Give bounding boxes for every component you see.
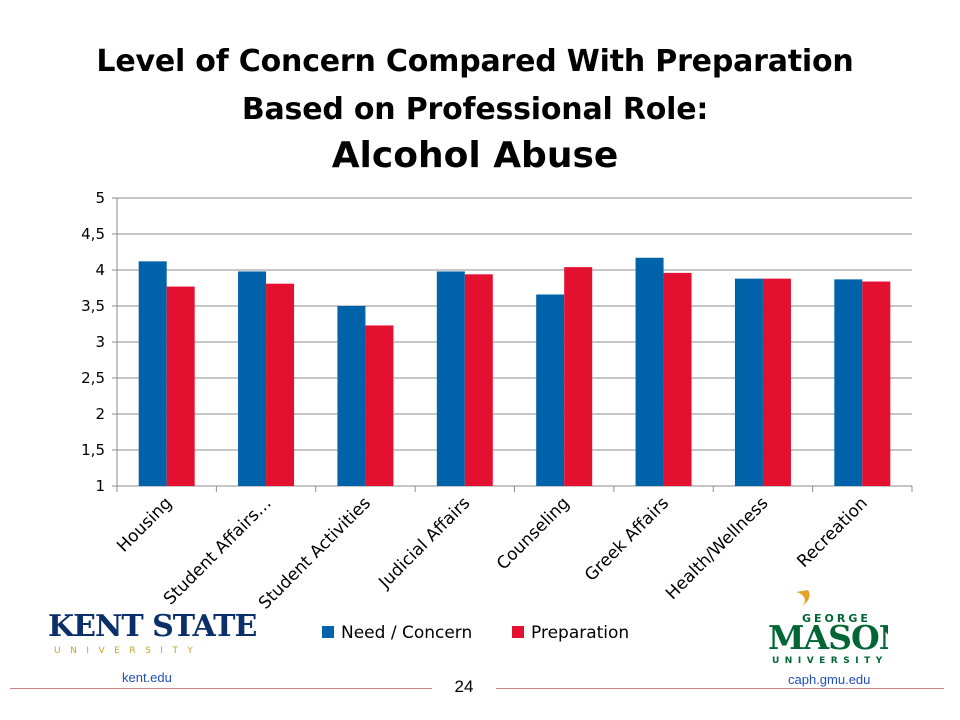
x-tick-label: Greek Affairs	[581, 493, 673, 585]
legend-label: Need / Concern	[341, 623, 472, 643]
kent-state-logo: KENT STATE UNIVERSITY	[48, 609, 257, 657]
bar-need-concern	[734, 278, 763, 486]
bar-preparation	[365, 325, 394, 486]
gmu-flame-icon	[796, 590, 810, 606]
y-tick-label: 3	[95, 333, 105, 351]
bar-preparation	[266, 283, 295, 486]
bar-preparation	[464, 274, 493, 486]
gridlines	[112, 197, 913, 492]
legend: Need / Concern Preparation	[322, 623, 629, 643]
bar-need-concern	[635, 257, 664, 486]
bar-need-concern	[536, 294, 565, 486]
footer-divider-left	[10, 688, 432, 689]
chart-title-line1: Level of Concern Compared With Preparati…	[96, 44, 854, 79]
x-tick-label: Housing	[113, 493, 176, 556]
footer-divider-right	[496, 688, 944, 689]
gmu-mason-text: MASON	[768, 618, 888, 657]
legend-label: Preparation	[531, 623, 629, 643]
y-tick-label: 1	[95, 477, 105, 495]
y-axis-ticks: 1 1,5 2 2,5 3 3,5 4 4,5 5	[81, 189, 105, 495]
y-tick-label: 2,5	[81, 369, 105, 387]
bars	[138, 257, 891, 486]
bar-need-concern	[337, 306, 366, 486]
bar-preparation	[663, 272, 692, 486]
legend-swatch	[512, 626, 524, 638]
y-tick-label: 5	[95, 189, 105, 207]
gmu-university-text: UNIVERSITY	[772, 656, 888, 666]
x-tick-label: Counseling	[493, 493, 574, 574]
gmu-url[interactable]: caph.gmu.edu	[788, 672, 871, 687]
bar-need-concern	[238, 271, 267, 486]
x-tick-label: Student Affairs…	[160, 493, 276, 609]
gmu-george-text: GEORGE	[802, 612, 871, 625]
bar-preparation	[166, 286, 195, 486]
bar-need-concern	[436, 271, 465, 486]
george-mason-logo: GEORGE MASON UNIVERSITY	[768, 590, 888, 666]
chart-subtitle: Alcohol Abuse	[331, 135, 619, 176]
y-tick-label: 2	[95, 405, 105, 423]
x-tick-label: Health/Wellness	[662, 493, 773, 604]
kent-state-university-text: UNIVERSITY	[54, 646, 203, 656]
y-tick-label: 4,5	[81, 225, 105, 243]
kent-state-wordmark: KENT STATE	[48, 609, 257, 644]
kent-url[interactable]: kent.edu	[122, 670, 172, 685]
page-number: 24	[454, 677, 474, 696]
legend-swatch	[322, 626, 334, 638]
y-tick-label: 3,5	[81, 297, 105, 315]
y-tick-label: 4	[95, 261, 105, 279]
x-tick-label: Judicial Affairs	[374, 493, 474, 593]
bar-preparation	[564, 267, 593, 486]
chart-title-line2: Based on Professional Role:	[241, 92, 709, 127]
bar-preparation	[862, 281, 891, 486]
bar-need-concern	[834, 279, 863, 486]
x-tick-label: Student Activities	[255, 493, 375, 613]
bar-need-concern	[138, 261, 167, 486]
x-tick-label: Recreation	[793, 493, 871, 571]
bar-preparation	[762, 278, 791, 486]
y-tick-label: 1,5	[81, 441, 105, 459]
